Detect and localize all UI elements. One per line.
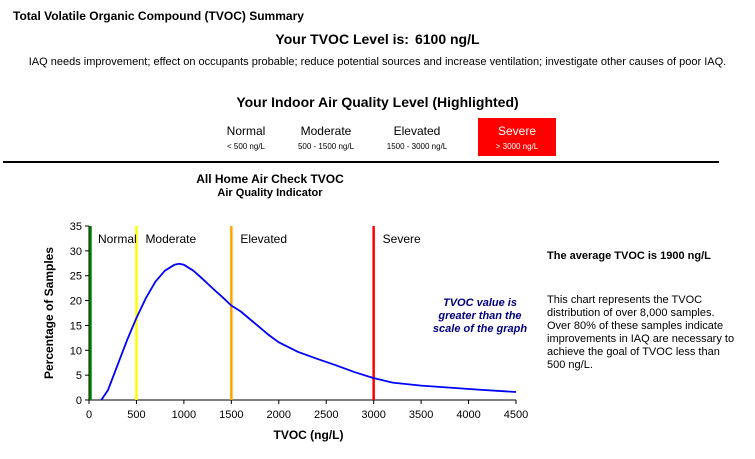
level-range: 1500 - 3000 ng/L (386, 142, 448, 151)
level-range: 500 - 1500 ng/L (297, 142, 355, 151)
y-axis-title: Percentage of Samples (42, 247, 56, 379)
level-normal: Normal < 500 ng/L (207, 118, 285, 156)
chart-title: All Home Air Check TVOC (196, 172, 344, 186)
iaq-level-heading: Your Indoor Air Quality Level (Highlight… (236, 94, 519, 110)
average-tvoc-heading: The average TVOC is 1900 ng/L (547, 250, 711, 262)
y-tick-label: 5 (76, 370, 82, 382)
threshold-label-normal: Normal (98, 232, 137, 246)
tvoc-level-label: Your TVOC Level is: (275, 31, 409, 47)
annotation-text: TVOC value is (443, 297, 517, 309)
threshold-label-severe: Severe (383, 232, 421, 246)
level-range: > 3000 ng/L (495, 142, 539, 151)
level-name: Normal (226, 124, 266, 138)
level-name: Moderate (300, 124, 352, 138)
y-tick-label: 0 (76, 395, 82, 407)
level-name: Elevated (393, 124, 441, 138)
y-tick-label: 25 (70, 271, 82, 283)
annotation-text: greater than the (437, 310, 521, 322)
x-tick-label: 1000 (172, 409, 196, 421)
section-divider (3, 161, 719, 163)
tvoc-distribution-line (100, 262, 517, 401)
x-tick-label: 2500 (314, 409, 338, 421)
y-tick-label: 10 (70, 345, 82, 357)
x-tick-label: 2000 (267, 409, 291, 421)
threshold-label-elevated: Elevated (240, 232, 287, 246)
x-tick-label: 4500 (504, 409, 528, 421)
chart-subtitle: Air Quality Indicator (217, 187, 323, 199)
annotation-box (421, 293, 539, 339)
level-name: Severe (497, 124, 537, 138)
x-axis-title: TVOC (ng/L) (274, 428, 344, 442)
y-tick-label: 35 (70, 221, 82, 233)
y-tick-label: 15 (70, 320, 82, 332)
tvoc-chart: Normal Moderate Elevated Severe 0 5 10 15 20 25 30… (42, 221, 539, 442)
summary-title: Total Volatile Organic Compound (TVOC) S… (13, 9, 304, 23)
x-tick-label: 3500 (409, 409, 433, 421)
level-moderate: Moderate 500 - 1500 ng/L (287, 118, 365, 156)
x-tick-label: 0 (86, 409, 92, 421)
chart-description: This chart represents the TVOC distribut… (547, 294, 735, 371)
level-elevated: Elevated 1500 - 3000 ng/L (367, 118, 467, 156)
annotation-text: scale of the graph (433, 323, 527, 335)
level-severe: Severe > 3000 ng/L (478, 118, 556, 156)
tvoc-level-value: 6100 ng/L (414, 31, 480, 47)
tvoc-level: Your TVOC Level is: 6100 ng/L (0, 31, 755, 47)
x-tick-label: 4000 (456, 409, 480, 421)
y-tick-label: 30 (70, 246, 82, 258)
x-tick-label: 3000 (361, 409, 385, 421)
y-tick-label: 20 (70, 296, 82, 308)
x-tick-label: 500 (127, 409, 145, 421)
x-tick-label: 1500 (219, 409, 243, 421)
advice-text: IAQ needs improvement; effect on occupan… (28, 56, 727, 68)
threshold-label-moderate: Moderate (145, 232, 196, 246)
level-range: < 500 ng/L (226, 142, 266, 151)
